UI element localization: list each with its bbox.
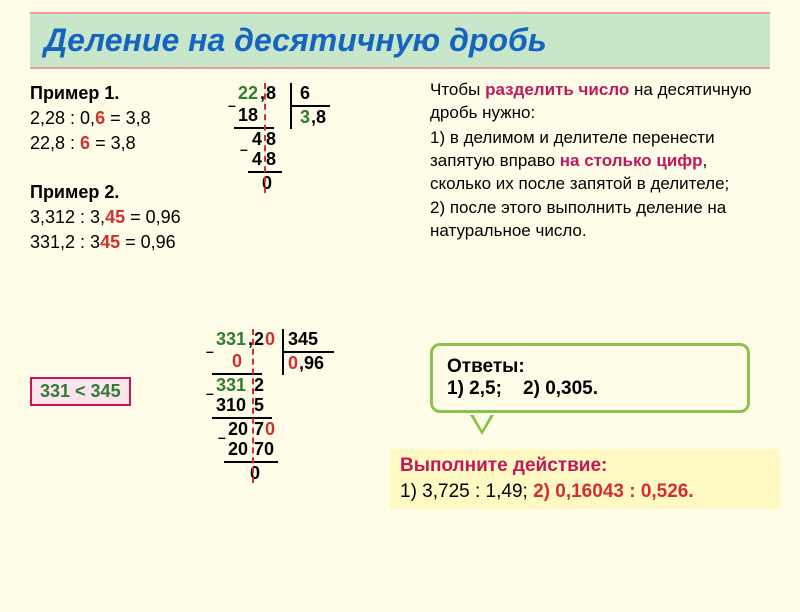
d1-s2b: 8 (266, 149, 276, 170)
ex1-l1-a: 2,28 : 0, (30, 108, 95, 128)
ex2-l1-a: 3,312 : 3, (30, 207, 105, 227)
ex1-l2-red: 6 (80, 133, 90, 153)
example2-label: Пример 2. (30, 182, 390, 203)
example1-line2: 22,8 : 6 = 3,8 (30, 133, 390, 154)
ex1-l1-red: 6 (95, 108, 105, 128)
answers-body: 1) 2,5; 2) 0,305. (447, 378, 733, 400)
minus-icon: – (218, 429, 226, 445)
d1-qb: 8 (316, 107, 326, 128)
task-box: Выполните действие: 1) 3,725 : 1,49; 2) … (390, 449, 780, 509)
minus-icon: – (206, 385, 214, 401)
example2-line1: 3,312 : 3,45 = 0,96 (30, 207, 390, 228)
example1-line1: 2,28 : 0,6 = 3,8 (30, 108, 390, 129)
d2-r1b: 2 (254, 375, 264, 396)
d2-qa: 0 (288, 353, 298, 374)
minus-icon: – (206, 343, 214, 359)
ex1-l2-b: = 3,8 (90, 133, 136, 153)
ex2-l2-b: = 0,96 (120, 232, 176, 252)
ex2-l2-red: 45 (100, 232, 120, 252)
rule-s1b: на столько цифр (560, 151, 703, 170)
d1-s2a: 4 (252, 149, 262, 170)
ex2-l1-red: 45 (105, 207, 125, 227)
d1-dividend-a: 22 (238, 83, 258, 104)
d2-dd: 0 (265, 329, 275, 350)
comparison-box: 331 < 345 (30, 377, 131, 406)
d1-dash (264, 83, 266, 193)
task-b: 2) 0,16043 : 0,526. (533, 481, 694, 502)
example1-label: Пример 1. (30, 83, 390, 104)
task-body: 1) 3,725 : 1,49; 2) 0,16043 : 0,526. (400, 481, 770, 503)
d1-divisor: 6 (300, 83, 310, 104)
d2-s3a: 20 (228, 439, 248, 460)
ex2-l1-b: = 0,96 (125, 207, 181, 227)
minus-icon: – (240, 141, 248, 157)
d2-s3b: 70 (254, 439, 274, 460)
d1-r1b: 8 (266, 129, 276, 150)
d1-s1: 18 (238, 105, 258, 126)
d2-db: 2 (254, 329, 264, 350)
d2-qb: 96 (304, 353, 324, 374)
d2-s1: 0 (232, 351, 242, 372)
d2-r1a: 331 (216, 375, 246, 396)
rule-intro-a: Чтобы (430, 80, 485, 99)
page-title: Деление на десятичную дробь (44, 22, 756, 59)
d2-r2a: 20 (228, 419, 248, 440)
d1-qa: 3 (300, 107, 310, 128)
d1-r1a: 4 (252, 129, 262, 150)
comparison-text: 331 < 345 (40, 381, 121, 401)
d2-s2b: 5 (254, 395, 264, 416)
d2-r2c: 0 (265, 419, 275, 440)
callout-tail-inner (473, 414, 491, 430)
ex1-l2-a: 22,8 : (30, 133, 80, 153)
rule-intro-b: разделить число (485, 80, 629, 99)
task-a: 1) 3,725 : 1,49; (400, 481, 533, 502)
rule-intro: Чтобы разделить число на десятичную дроб… (430, 79, 770, 125)
d2-dash (252, 329, 254, 483)
ex2-l2-a: 331,2 : 3 (30, 232, 100, 252)
d2-r2b: 7 (254, 419, 264, 440)
d2-s2a: 310 (216, 395, 246, 416)
ex1-l1-b: = 3,8 (105, 108, 151, 128)
example2-line2: 331,2 : 345 = 0,96 (30, 232, 390, 253)
left-column: Пример 1. 2,28 : 0,6 = 3,8 22,8 : 6 = 3,… (30, 77, 390, 253)
d2-da: 331 (216, 329, 246, 350)
title-container: Деление на десятичную дробь (30, 12, 770, 69)
answers-callout: Ответы: 1) 2,5; 2) 0,305. (430, 343, 750, 413)
task-title: Выполните действие: (400, 455, 770, 477)
d2-divisor: 345 (288, 329, 318, 350)
minus-icon: – (228, 97, 236, 113)
d1-dividend-b: 8 (266, 83, 276, 104)
rule-step2: 2) после этого выполнить деление на нату… (430, 197, 770, 243)
rule-step1: 1) в делимом и делителе перенести запяту… (430, 127, 770, 196)
right-column: Чтобы разделить число на десятичную дроб… (430, 77, 770, 244)
answers-title: Ответы: (447, 356, 733, 378)
